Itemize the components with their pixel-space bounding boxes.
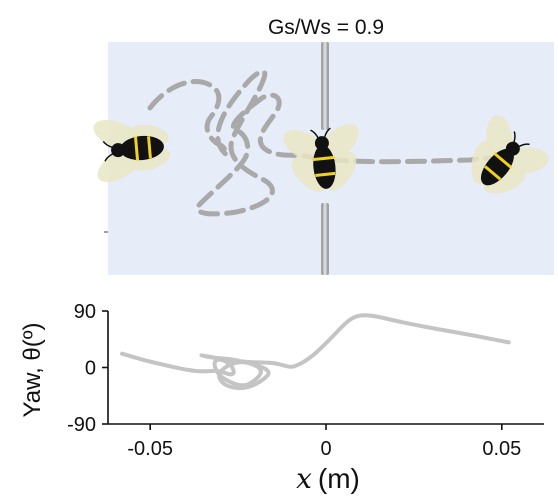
plot-line-layer	[120, 313, 511, 391]
x-tick-label: -0.05	[127, 438, 173, 460]
bee-icon	[283, 124, 359, 192]
y-tick-label: 90	[74, 301, 96, 323]
y-axis-label: Yaw, θ(º)	[19, 322, 46, 417]
y-ticks: 90 0 -90	[67, 301, 108, 436]
x-axis-label: x (m)	[296, 462, 360, 495]
y-tick-label: 0	[85, 358, 96, 380]
bee-icon	[93, 120, 171, 183]
y-tick-label: -90	[67, 414, 96, 436]
flight-path	[147, 68, 503, 217]
yaw-series-line	[120, 313, 511, 391]
x-tick-label: 0	[320, 438, 331, 460]
x-axis-label-variable: x	[296, 462, 312, 495]
arena-panel	[93, 42, 554, 275]
figure-title: Gs/Ws = 0.9	[268, 16, 384, 39]
gap-post-bottom	[321, 203, 329, 275]
x-tick-label: 0.05	[482, 438, 521, 460]
x-ticks: -0.05 0 0.05	[127, 424, 521, 460]
bee-icon	[471, 114, 549, 194]
yaw-plot: 90 0 -90 -0.05 0 0.05 Yaw, θ(º) x (m)	[19, 301, 544, 495]
gap-post-top	[321, 42, 329, 130]
x-axis-label-unit: (m)	[318, 463, 360, 494]
